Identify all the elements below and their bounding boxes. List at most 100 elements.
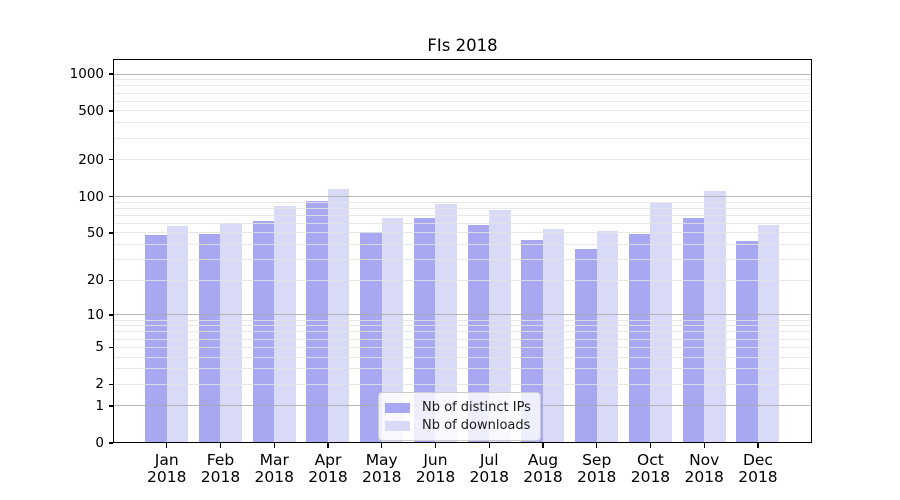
- x-tick-label-apr: Apr 2018: [308, 451, 348, 486]
- y-tick-200: [108, 159, 113, 161]
- x-tick-label-jun: Jun 2018: [415, 451, 456, 486]
- legend-label-distinct-ips: Nb of distinct IPs: [422, 400, 531, 415]
- gridline-major-10: [114, 314, 811, 316]
- bar-distinct-ips-jul: [467, 225, 490, 443]
- gridline-minor-6: [114, 338, 811, 340]
- gridline-major-1000: [114, 73, 811, 75]
- x-tick-feb: [219, 443, 222, 448]
- gridline-major-100: [114, 196, 811, 197]
- legend: Nb of distinct IPs Nb of downloads: [378, 392, 541, 441]
- x-tick-label-aug: Aug 2018: [523, 451, 563, 486]
- bar-downloads-oct: [650, 203, 672, 443]
- x-tick-label-dec: Dec 2018: [738, 451, 778, 486]
- legend-swatch-distinct-ips: [385, 402, 410, 413]
- legend-label-downloads: Nb of downloads: [422, 418, 531, 433]
- bar-downloads-mar: [274, 205, 296, 443]
- gridline-minor-3: [114, 368, 811, 370]
- y-tick-1: [108, 405, 113, 407]
- bar-distinct-ips-oct: [628, 234, 651, 443]
- y-tick-label-20: 20: [86, 272, 104, 289]
- gridline-minor-4: [114, 356, 811, 358]
- bar-downloads-feb: [220, 222, 242, 443]
- gridline-minor-30: [114, 259, 811, 261]
- x-tick-dec: [757, 443, 759, 448]
- y-tick-5: [108, 346, 113, 348]
- x-tick-label-may: May 2018: [361, 451, 402, 486]
- y-tick-label-2: 2: [95, 376, 104, 393]
- y-tick-1000: [108, 73, 113, 75]
- legend-item-downloads: Nb of downloads: [385, 417, 534, 434]
- bar-downloads-jun: [435, 203, 457, 443]
- gridline-minor-700: [114, 92, 811, 94]
- gridline-minor-40: [114, 244, 811, 246]
- x-tick-label-feb: Feb 2018: [200, 451, 241, 486]
- y-tick-label-500: 500: [78, 102, 104, 119]
- y-tick-500: [108, 110, 113, 112]
- x-tick-label-sep: Sep 2018: [576, 451, 617, 486]
- gridline-minor-5: [114, 346, 811, 348]
- legend-item-distinct-ips: Nb of distinct IPs: [385, 399, 534, 416]
- x-tick-label-jan: Jan 2018: [147, 451, 187, 486]
- gridline-minor-7: [114, 331, 811, 333]
- gridline-minor-9: [114, 319, 811, 321]
- bar-downloads-aug: [542, 228, 565, 443]
- x-tick-oct: [649, 443, 652, 448]
- gridline-minor-300: [114, 137, 811, 139]
- gridline-minor-800: [114, 85, 811, 87]
- y-tick-label-0: 0: [95, 435, 104, 451]
- x-tick-may: [381, 443, 383, 448]
- x-tick-aug: [542, 443, 544, 448]
- x-tick-jan: [166, 443, 168, 448]
- bar-downloads-sep: [596, 230, 619, 443]
- y-tick-50: [108, 232, 113, 234]
- gridline-minor-50: [114, 232, 811, 234]
- gridline-minor-80: [114, 207, 811, 209]
- gridline-minor-400: [114, 122, 811, 124]
- bar-distinct-ips-dec: [736, 240, 758, 443]
- y-tick-label-50: 50: [86, 224, 104, 241]
- bar-distinct-ips-feb: [198, 234, 221, 443]
- bar-distinct-ips-sep: [575, 248, 597, 443]
- gridline-minor-900: [114, 79, 811, 81]
- x-tick-jun: [434, 443, 437, 448]
- y-tick-label-5: 5: [95, 339, 104, 356]
- bar-distinct-ips-apr: [306, 200, 328, 443]
- chart-title: FIs 2018: [427, 36, 498, 55]
- bar-downloads-nov: [704, 190, 726, 443]
- y-tick-2: [108, 383, 113, 385]
- gridline-minor-90: [114, 201, 811, 203]
- bar-distinct-ips-nov: [682, 217, 705, 443]
- bar-downloads-may: [381, 217, 404, 443]
- bar-distinct-ips-may: [360, 231, 382, 443]
- x-tick-nov: [703, 443, 705, 448]
- y-tick-label-10: 10: [86, 306, 104, 323]
- legend-swatch-downloads: [385, 420, 410, 431]
- y-tick-label-100: 100: [78, 188, 104, 205]
- x-tick-label-jul: Jul 2018: [469, 451, 509, 486]
- gridline-minor-500: [114, 110, 811, 112]
- gridline-minor-70: [114, 214, 811, 216]
- gridline-minor-2: [114, 383, 811, 385]
- gridline-minor-60: [114, 222, 811, 224]
- x-tick-label-mar: Mar 2018: [254, 451, 294, 486]
- x-tick-sep: [596, 443, 598, 448]
- x-tick-label-oct: Oct 2018: [630, 451, 671, 486]
- y-tick-label-200: 200: [78, 151, 104, 168]
- x-tick-jul: [488, 443, 490, 448]
- x-tick-mar: [273, 443, 275, 448]
- y-tick-10: [108, 314, 113, 316]
- y-tick-0: [108, 442, 113, 444]
- bar-distinct-ips-jun: [413, 218, 436, 443]
- gridline-minor-8: [114, 325, 811, 327]
- y-tick-label-1000: 1000: [69, 66, 104, 82]
- bar-downloads-dec: [757, 225, 780, 443]
- x-tick-apr: [327, 443, 329, 448]
- gridline-minor-600: [114, 100, 811, 102]
- y-tick-100: [108, 195, 113, 198]
- y-tick-20: [108, 279, 113, 282]
- gridline-minor-200: [114, 159, 811, 161]
- gridline-minor-20: [114, 279, 811, 281]
- y-tick-label-1: 1: [95, 397, 104, 414]
- bar-downloads-apr: [327, 189, 350, 443]
